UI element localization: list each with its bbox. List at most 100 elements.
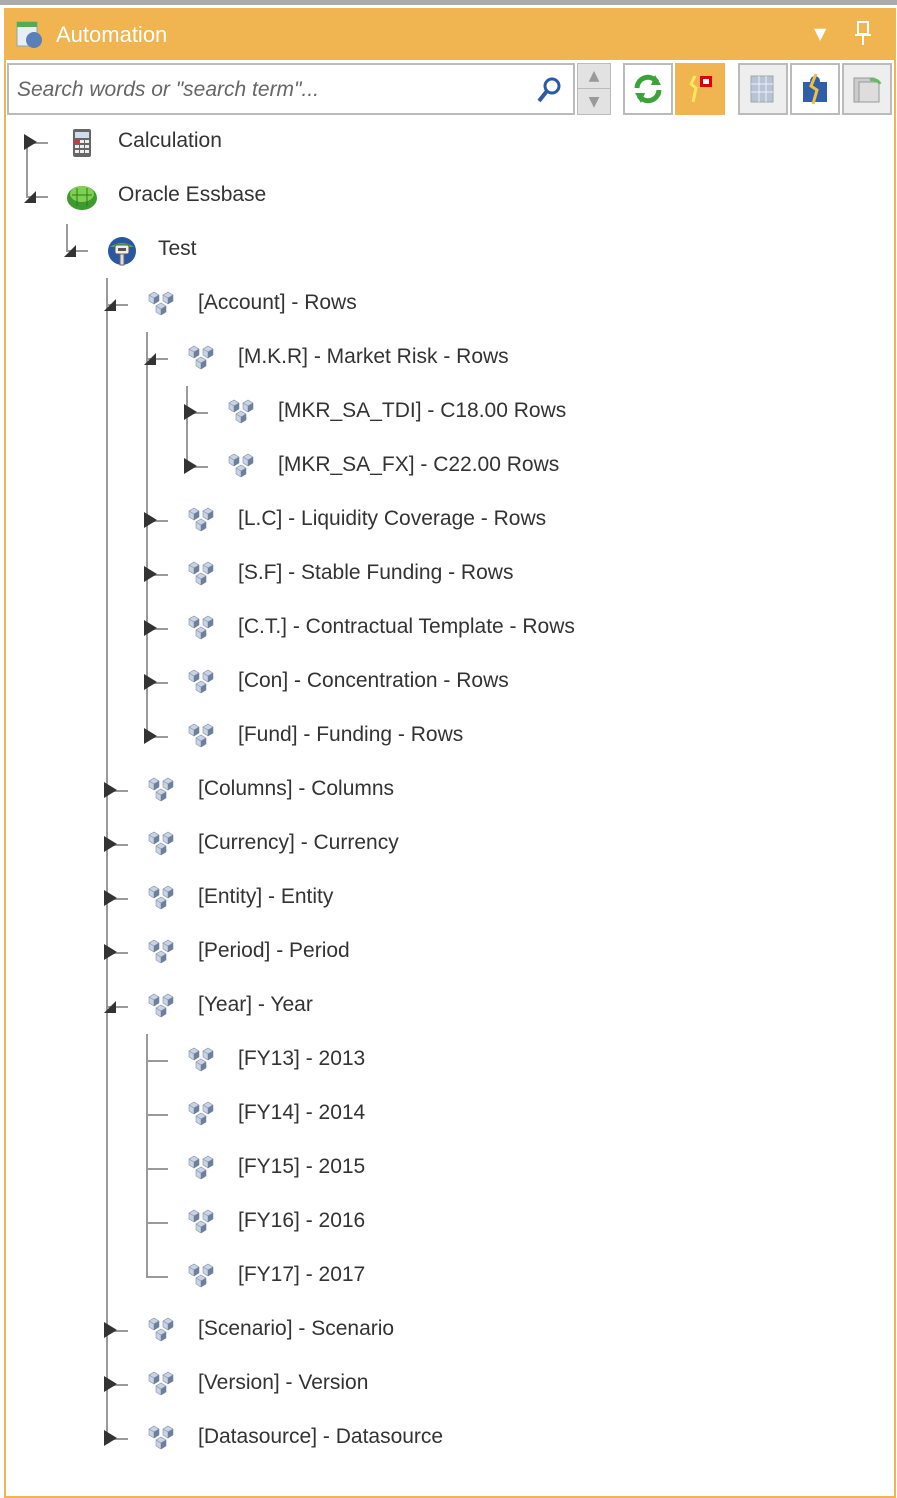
tree-guide-line: [146, 1168, 168, 1170]
tree-item[interactable]: [S.F] - Stable Funding - Rows: [6, 548, 894, 602]
tree-guide-line: [106, 1196, 108, 1250]
tree-item-label: [C.T.] - Contractual Template - Rows: [238, 615, 575, 638]
collapse-arrow-icon[interactable]: [60, 241, 78, 259]
expand-arrow-icon[interactable]: [182, 403, 200, 421]
grid-button[interactable]: [738, 63, 788, 115]
tree-guide-line: [186, 412, 208, 414]
tree-guide-line: [26, 142, 48, 144]
expand-arrow-icon[interactable]: [102, 1375, 120, 1393]
tree-item[interactable]: [Account] - Rows: [6, 278, 894, 332]
expand-arrow-icon[interactable]: [102, 1429, 120, 1447]
collapse-arrow-icon[interactable]: [20, 187, 38, 205]
next-result-button[interactable]: ▼: [588, 93, 600, 110]
tree-guide-line: [106, 898, 128, 900]
refresh-button[interactable]: [623, 63, 673, 115]
tree-guide-line: [106, 1412, 108, 1439]
tree-item-label: Test: [158, 237, 197, 260]
export-grid-button[interactable]: [842, 63, 892, 115]
tree-item[interactable]: [MKR_SA_FX] - C22.00 Rows: [6, 440, 894, 494]
flag-button[interactable]: [675, 63, 725, 115]
dimension-icon: [188, 1209, 214, 1234]
tree-item[interactable]: [FY14] - 2014: [6, 1088, 894, 1142]
collapse-arrow-icon[interactable]: [100, 295, 118, 313]
tree-item[interactable]: Test: [6, 224, 894, 278]
tree-guide-line: [66, 250, 88, 252]
dimension-icon: [148, 885, 174, 910]
tree-item[interactable]: [FY13] - 2013: [6, 1034, 894, 1088]
tree-item[interactable]: [Period] - Period: [6, 926, 894, 980]
expand-arrow-icon[interactable]: [102, 835, 120, 853]
tree-guide-line: [146, 1060, 168, 1062]
tree-item[interactable]: [C.T.] - Contractual Template - Rows: [6, 602, 894, 656]
puzzle-button[interactable]: [790, 63, 840, 115]
tree-item[interactable]: [Version] - Version: [6, 1358, 894, 1412]
dimension-icon: [148, 291, 174, 316]
dimension-icon: [148, 1371, 174, 1396]
flag-icon: [689, 75, 712, 103]
tree-item[interactable]: [Scenario] - Scenario: [6, 1304, 894, 1358]
tree-guide-line: [106, 440, 108, 494]
tree-guide-line: [146, 736, 168, 738]
tree-item[interactable]: [FY17] - 2017: [6, 1250, 894, 1304]
tree-item-label: Calculation: [118, 129, 222, 152]
expand-arrow-icon[interactable]: [142, 619, 160, 637]
expand-arrow-icon[interactable]: [142, 565, 160, 583]
tree-guide-line: [106, 386, 108, 440]
collapse-arrow-icon[interactable]: [100, 997, 118, 1015]
tree-item-label: [Period] - Period: [198, 939, 350, 962]
expand-arrow-icon[interactable]: [142, 727, 160, 745]
tree-guide-line: [146, 1250, 148, 1277]
tree-item[interactable]: Oracle Essbase: [6, 170, 894, 224]
tree-guide-line: [106, 332, 108, 386]
tree-item[interactable]: [M.K.R] - Market Risk - Rows: [6, 332, 894, 386]
tree-item[interactable]: [Currency] - Currency: [6, 818, 894, 872]
tree-guide-line: [26, 143, 28, 170]
tree-item-label: [Datasource] - Datasource: [198, 1425, 444, 1448]
tree-item[interactable]: Calculation: [6, 116, 894, 170]
tree-item[interactable]: [MKR_SA_TDI] - C18.00 Rows: [6, 386, 894, 440]
search-icon[interactable]: [535, 75, 563, 105]
dimension-icon: [148, 1425, 174, 1450]
tree-item[interactable]: [Fund] - Funding - Rows: [6, 710, 894, 764]
dimension-icon: [188, 1101, 214, 1126]
triangle-down-icon[interactable]: ▼: [814, 24, 827, 43]
tree-guide-line: [106, 844, 128, 846]
collapse-arrow-icon[interactable]: [140, 349, 158, 367]
expand-arrow-icon[interactable]: [102, 943, 120, 961]
tree-guide-line: [106, 790, 128, 792]
expand-arrow-icon[interactable]: [22, 133, 40, 151]
tree-guide-line: [106, 1034, 108, 1088]
expand-arrow-icon[interactable]: [102, 889, 120, 907]
expand-arrow-icon[interactable]: [142, 511, 160, 529]
dimension-icon: [148, 993, 174, 1018]
tree-item-label: [FY15] - 2015: [238, 1155, 366, 1178]
tree-item[interactable]: [FY15] - 2015: [6, 1142, 894, 1196]
tree-item[interactable]: [Year] - Year: [6, 980, 894, 1034]
dimension-icon: [188, 615, 214, 640]
expand-arrow-icon[interactable]: [102, 781, 120, 799]
tree-item-label: [Version] - Version: [198, 1371, 369, 1394]
tree-item[interactable]: [Entity] - Entity: [6, 872, 894, 926]
tree-item-label: [Con] - Concentration - Rows: [238, 669, 509, 692]
previous-result-button[interactable]: ▲: [578, 64, 610, 89]
tree-item-label: [Currency] - Currency: [198, 831, 399, 854]
refresh-icon: [634, 74, 662, 104]
expand-arrow-icon[interactable]: [102, 1321, 120, 1339]
tree-item-label: [Year] - Year: [198, 993, 313, 1016]
tree-item-label: [FY13] - 2013: [238, 1047, 366, 1070]
dimension-icon: [188, 723, 214, 748]
tree-guide-line: [106, 304, 128, 306]
tree-item-label: [L.C] - Liquidity Coverage - Rows: [238, 507, 547, 530]
search-input[interactable]: [17, 75, 517, 105]
pin-icon[interactable]: [854, 20, 872, 46]
expand-arrow-icon[interactable]: [142, 673, 160, 691]
tree-item[interactable]: [L.C] - Liquidity Coverage - Rows: [6, 494, 894, 548]
expand-arrow-icon[interactable]: [182, 457, 200, 475]
tree-item[interactable]: [FY16] - 2016: [6, 1196, 894, 1250]
search-navigation: ▲ ▼: [577, 63, 611, 115]
tree-item[interactable]: [Datasource] - Datasource: [6, 1412, 894, 1466]
tree-item[interactable]: [Columns] - Columns: [6, 764, 894, 818]
dimension-icon: [188, 669, 214, 694]
tree-item[interactable]: [Con] - Concentration - Rows: [6, 656, 894, 710]
tree-guide-line: [146, 358, 168, 360]
